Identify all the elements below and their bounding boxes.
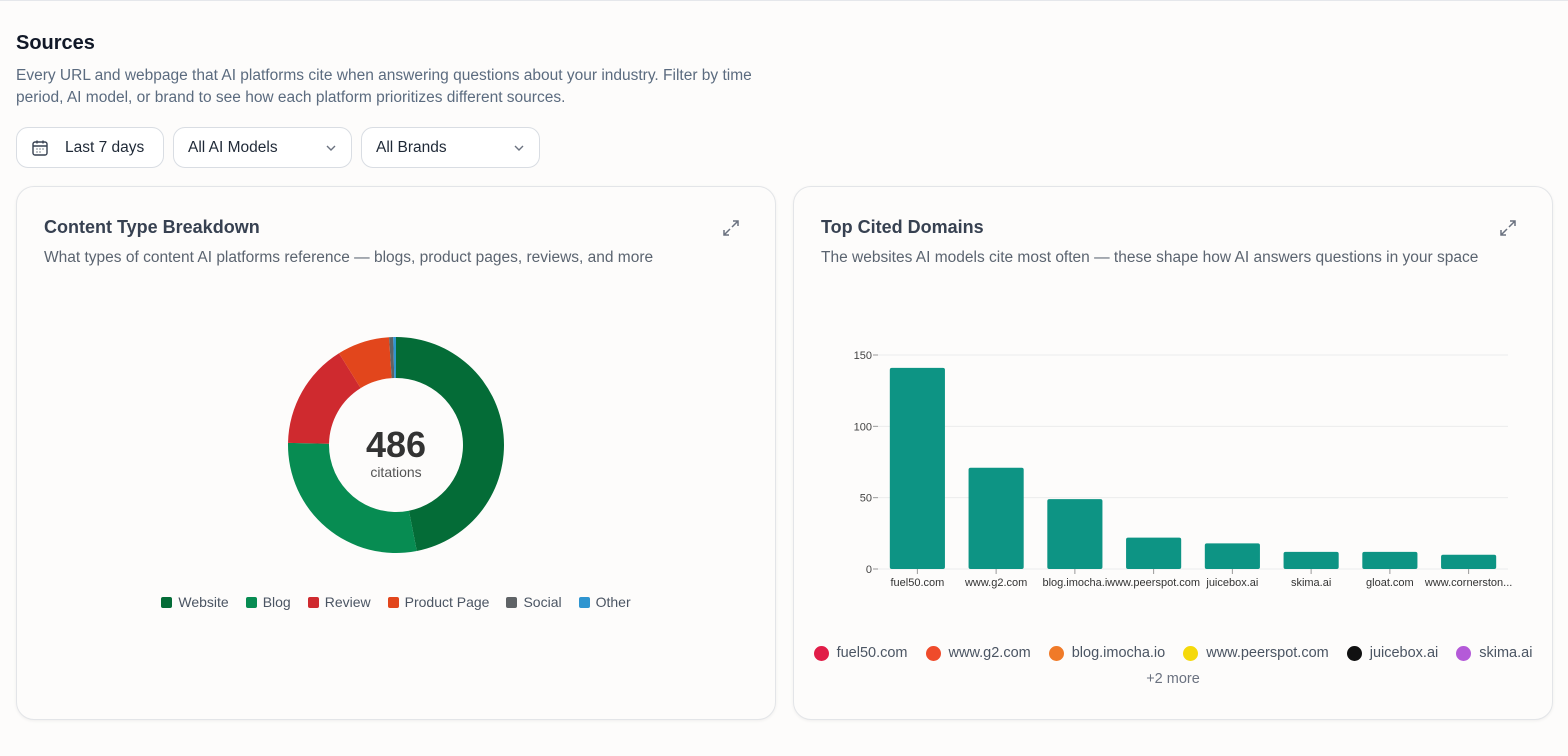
date-filter[interactable]: Last 7 days <box>16 127 164 168</box>
donut-legend: Website Blog Review Product Page Social Other <box>17 594 775 610</box>
domain-label: www.g2.com <box>948 645 1031 661</box>
legend-item[interactable]: Social <box>506 594 562 610</box>
page-title: Sources <box>16 32 95 54</box>
domain-favicon-icon <box>1183 645 1199 661</box>
expand-icon[interactable] <box>721 218 741 238</box>
expand-icon[interactable] <box>1498 218 1518 238</box>
domain-legend-item[interactable]: juicebox.ai <box>1346 645 1439 661</box>
legend-label: Other <box>595 594 631 610</box>
domain-label: fuel50.com <box>836 645 908 661</box>
legend-label: Product Page <box>404 594 490 610</box>
domain-favicon-icon <box>925 645 941 661</box>
legend-label: Blog <box>262 594 291 610</box>
domain-favicon-icon <box>1048 645 1064 661</box>
x-tick-label: blog.imocha.i <box>1042 577 1107 589</box>
brand-filter[interactable]: All Brands <box>361 127 540 168</box>
domain-favicon-icon <box>1456 645 1472 661</box>
domain-favicon-icon <box>813 645 829 661</box>
domain-legend-item[interactable]: skima.ai <box>1456 645 1532 661</box>
y-tick-label: 100 <box>854 421 872 433</box>
domain-label: www.peerspot.com <box>1206 645 1329 661</box>
bar[interactable] <box>889 367 945 569</box>
donut-slice-product-page[interactable] <box>339 337 392 389</box>
domain-legend-item[interactable]: fuel50.com <box>813 645 908 661</box>
legend-item[interactable]: Review <box>307 594 371 610</box>
legend-label: Review <box>324 594 371 610</box>
card-subtitle: What types of content AI platforms refer… <box>44 249 654 266</box>
model-filter-label: All AI Models <box>188 138 278 156</box>
bar[interactable] <box>1441 554 1497 569</box>
x-tick-label: gloat.com <box>1366 577 1414 589</box>
donut-slice-blog[interactable] <box>288 442 417 553</box>
domain-label: skima.ai <box>1479 645 1533 661</box>
domain-legend-item[interactable]: www.g2.com <box>925 645 1031 661</box>
chevron-down-icon <box>514 145 524 151</box>
donut-slice-social[interactable] <box>389 337 395 379</box>
bar[interactable] <box>1047 499 1103 569</box>
bar-chart: 0 50 100 150 fuel50.com www.g2.com blog.imocha… <box>854 350 1513 589</box>
content-type-card: Content Type Breakdown What types of con… <box>16 186 776 720</box>
legend-swatch <box>307 596 319 608</box>
more-domains-link[interactable]: +2 more <box>1146 671 1200 687</box>
legend-swatch <box>245 596 257 608</box>
domain-legend: fuel50.com www.g2.com blog.imocha.io www.pe… <box>794 645 1552 661</box>
legend-swatch <box>506 596 518 608</box>
legend-item[interactable]: Other <box>578 594 631 610</box>
model-filter[interactable]: All AI Models <box>173 127 352 168</box>
legend-item[interactable]: Website <box>161 594 229 610</box>
bar[interactable] <box>1283 551 1339 569</box>
donut-slice-other[interactable] <box>393 337 396 379</box>
legend-item[interactable]: Product Page <box>387 594 490 610</box>
bar[interactable] <box>1126 537 1182 569</box>
bar[interactable] <box>1204 543 1260 569</box>
total-label: citations <box>370 464 422 480</box>
legend-swatch <box>578 596 590 608</box>
legend-label: Website <box>178 594 229 610</box>
brand-filter-label: All Brands <box>376 138 447 156</box>
y-tick-label: 0 <box>866 564 872 576</box>
domain-label: juicebox.ai <box>1369 645 1439 661</box>
calendar-icon <box>32 140 48 156</box>
bar[interactable] <box>968 467 1024 569</box>
card-title: Top Cited Domains <box>821 217 984 237</box>
top-domains-card: Top Cited Domains The websites AI models… <box>793 186 1553 720</box>
legend-item[interactable]: Blog <box>245 594 291 610</box>
legend-label: Social <box>523 594 562 610</box>
x-tick-label: juicebox.ai <box>1205 577 1258 589</box>
y-tick-label: 150 <box>854 350 872 362</box>
date-filter-label: Last 7 days <box>65 138 145 156</box>
legend-swatch <box>161 596 173 608</box>
donut-slice-website[interactable] <box>396 337 505 551</box>
card-subtitle: The websites AI models cite most often —… <box>821 249 1479 266</box>
domain-legend-item[interactable]: www.peerspot.com <box>1183 645 1329 661</box>
x-tick-label: fuel50.com <box>890 577 944 589</box>
domain-label: blog.imocha.io <box>1071 645 1166 661</box>
legend-swatch <box>387 596 399 608</box>
card-title: Content Type Breakdown <box>44 217 260 237</box>
domain-favicon-icon <box>1346 645 1362 661</box>
x-tick-label: www.peerspot.com <box>1106 577 1200 589</box>
x-tick-label: www.g2.com <box>964 577 1027 589</box>
bar[interactable] <box>1362 551 1418 569</box>
x-tick-label: skima.ai <box>1291 577 1331 589</box>
page-description: Every URL and webpage that AI platforms … <box>16 67 752 106</box>
chevron-down-icon <box>326 145 336 151</box>
x-tick-label: www.cornerston... <box>1424 577 1512 589</box>
domain-legend-item[interactable]: blog.imocha.io <box>1048 645 1166 661</box>
total-citations: 486 <box>365 424 427 465</box>
donut-slice-review[interactable] <box>288 353 361 444</box>
y-tick-label: 50 <box>860 493 872 505</box>
donut-chart <box>288 337 505 553</box>
